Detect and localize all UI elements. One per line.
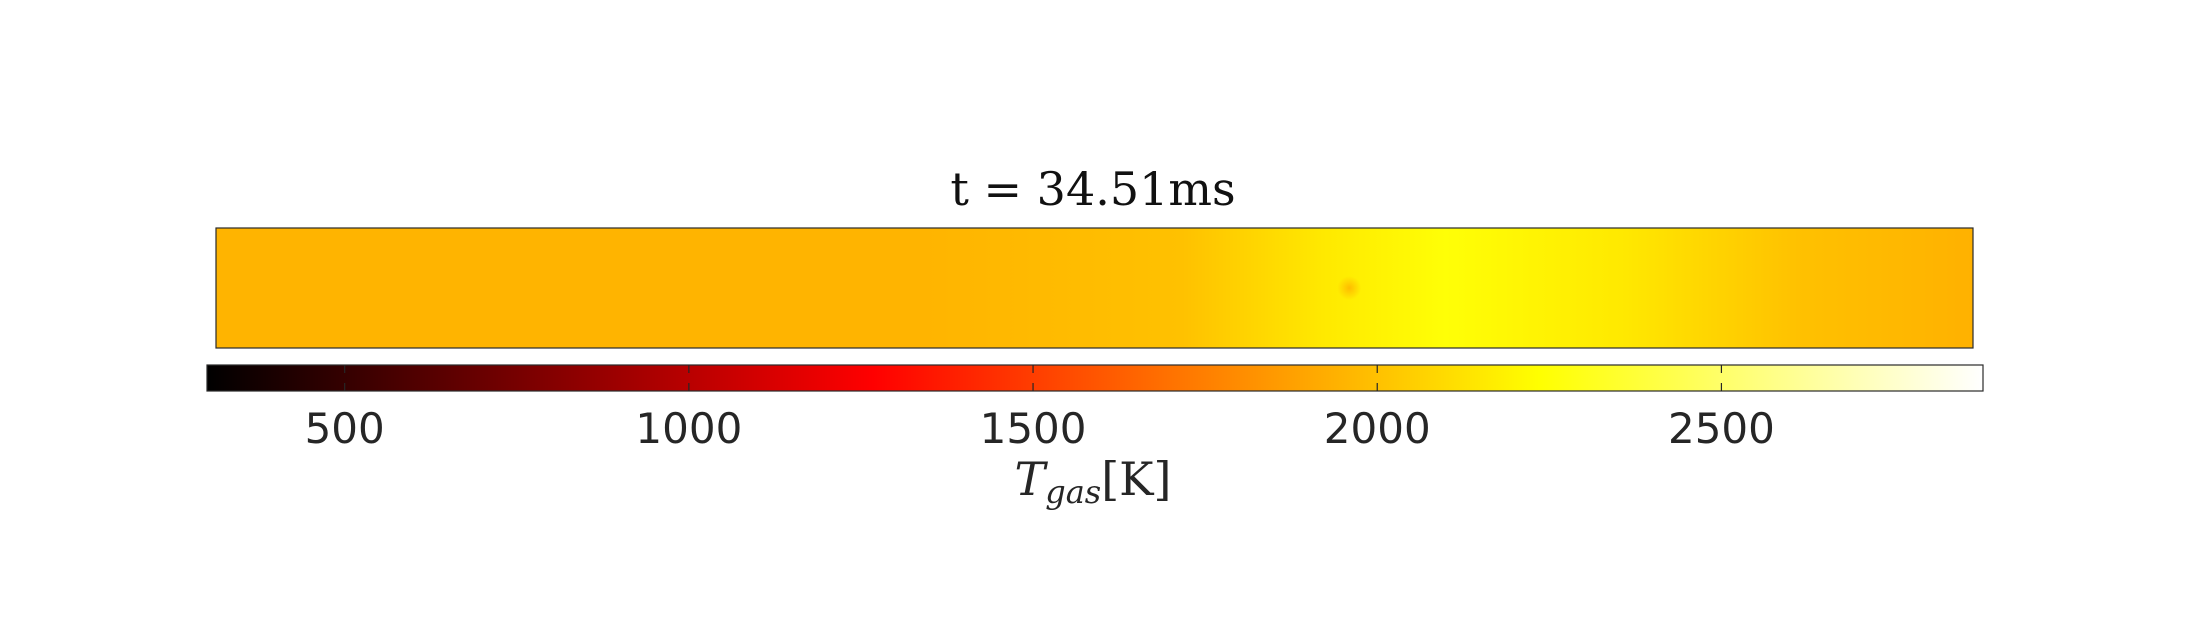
colorbar-ticks [344, 365, 1723, 391]
colorbar-tick-labels: 500 1000 1500 2000 2500 [305, 404, 1775, 453]
colorbar-tick-label-2500: 2500 [1668, 404, 1775, 453]
colorbar-label-unit: [K] [1101, 452, 1171, 506]
temperature-field [215, 227, 1974, 349]
colorbar-tick-label-2000: 2000 [1324, 404, 1431, 453]
colorbar-tick-label-500: 500 [305, 404, 385, 453]
colorbar-label-main: T [1015, 452, 1049, 506]
colorbar-tick-label-1500: 1500 [980, 404, 1087, 453]
colorbar-label-sub: gas [1045, 473, 1101, 511]
colorbar-label: Tgas[K] [1015, 452, 1172, 511]
chart-title: t = 34.51ms [950, 162, 1235, 216]
hotspot-marker [1337, 276, 1362, 300]
colorbar[interactable] [206, 364, 1984, 392]
colorbar-tick-label-1000: 1000 [635, 404, 742, 453]
